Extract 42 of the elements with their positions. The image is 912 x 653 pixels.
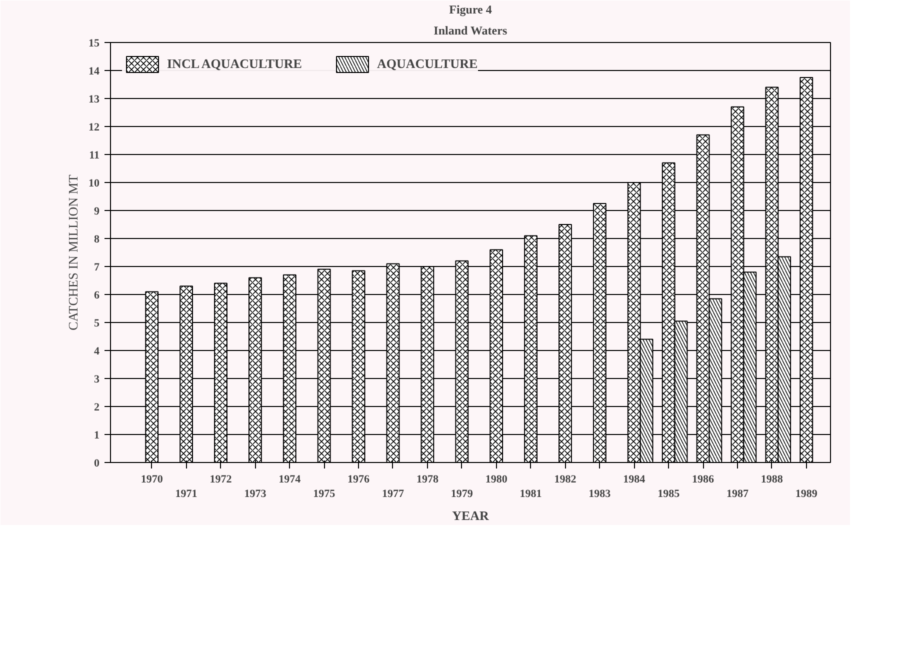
y-tick-label: 3 — [94, 374, 100, 386]
y-tick-label: 2 — [94, 402, 100, 414]
x-tick-label: 1981 — [520, 488, 542, 500]
y-tick-label: 4 — [94, 346, 100, 358]
y-tick-label: 10 — [88, 178, 100, 190]
y-tick-label: 7 — [94, 262, 100, 274]
x-axis-title: YEAR — [452, 508, 490, 523]
x-tick-label: 1974 — [278, 474, 302, 486]
x-tick-label: 1987 — [726, 488, 749, 500]
x-tick-label: 1988 — [760, 474, 784, 486]
y-tick-label: 13 — [88, 94, 100, 106]
x-tick-label: 1989 — [795, 488, 818, 500]
x-tick-label: 1986 — [692, 474, 715, 486]
x-tick-label: 1980 — [485, 474, 508, 486]
chart-title: Inland Waters — [434, 24, 508, 38]
x-tick-label: 1985 — [658, 488, 680, 500]
caption: Figure 4 — [449, 2, 492, 16]
x-tick-label: 1977 — [382, 488, 404, 500]
y-tick-label: 11 — [89, 150, 100, 162]
x-tick-label: 1971 — [175, 488, 198, 500]
x-tick-label: 1984 — [623, 474, 646, 486]
y-axis-title: CATCHES IN MILLION MT — [66, 174, 80, 330]
x-tick-label: 1976 — [348, 474, 370, 486]
x-tick-label: 1978 — [416, 474, 439, 486]
y-tick-label: 5 — [94, 318, 100, 330]
x-tick-label: 1972 — [210, 474, 232, 486]
x-tick-label: 1973 — [244, 488, 267, 500]
legend-label: AQUACULTURE — [376, 56, 478, 72]
y-tick-label: 12 — [88, 122, 100, 134]
y-tick-label: 6 — [94, 290, 100, 302]
y-tick-label: 0 — [94, 458, 100, 470]
y-tick-label: 15 — [88, 38, 100, 50]
x-tick-label: 1979 — [450, 488, 474, 500]
y-tick-label: 8 — [94, 234, 100, 246]
x-tick-label: 1975 — [313, 488, 336, 500]
x-tick-label: 1983 — [588, 488, 612, 500]
y-tick-label: 1 — [94, 430, 100, 442]
y-tick-label: 9 — [94, 206, 100, 218]
x-tick-label: 1982 — [554, 474, 577, 486]
x-tick-label: 1970 — [140, 474, 164, 486]
y-tick-label: 14 — [88, 66, 100, 78]
legend-label: INCL AQUACULTURE — [167, 56, 302, 72]
